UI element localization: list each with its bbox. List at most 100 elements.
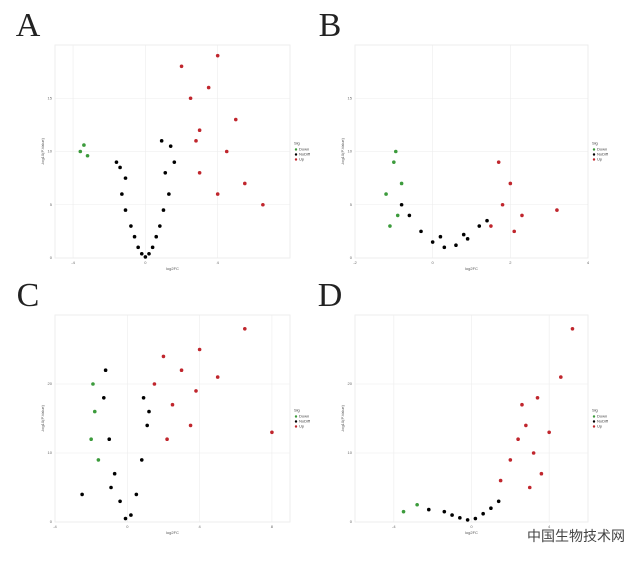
point	[512, 229, 517, 234]
point	[139, 458, 144, 462]
legend-label: Down	[597, 147, 607, 152]
x-axis-label: log2FC	[465, 266, 478, 271]
legend-swatch	[294, 148, 298, 151]
point	[438, 234, 443, 239]
legend-swatch	[294, 158, 298, 161]
legend-swatch	[592, 425, 596, 428]
point	[197, 128, 202, 132]
point	[188, 423, 193, 428]
x-tick-label: 0	[470, 524, 473, 529]
legend-swatch	[592, 153, 596, 156]
point	[102, 396, 106, 400]
point	[120, 192, 124, 196]
point	[401, 509, 406, 514]
point	[399, 181, 404, 186]
x-axis-label: log2FC	[166, 266, 179, 271]
x-tick-label: 0	[126, 524, 129, 529]
y-tick-label: 0	[350, 519, 353, 524]
point	[141, 396, 146, 400]
y-axis-label: -log10(P.Value)	[40, 404, 45, 432]
legend-label: NoDiff	[597, 152, 609, 157]
point	[170, 402, 175, 407]
point	[527, 485, 532, 490]
point	[261, 202, 265, 207]
point	[143, 255, 148, 259]
watermark: 中国生物技术网	[527, 529, 625, 545]
point	[161, 354, 166, 359]
point	[489, 224, 493, 228]
point	[498, 478, 503, 483]
point	[477, 224, 482, 228]
point	[168, 144, 173, 148]
point	[442, 245, 447, 250]
point	[388, 224, 392, 228]
point	[139, 251, 144, 256]
point	[384, 192, 388, 196]
point	[458, 516, 462, 520]
point	[82, 143, 86, 147]
point	[114, 160, 119, 164]
point	[516, 437, 520, 442]
y-tick-label: 10	[348, 450, 353, 455]
point	[215, 192, 220, 196]
point	[172, 160, 177, 164]
y-tick-label: 0	[50, 519, 53, 524]
point	[489, 506, 493, 511]
y-tick-label: 0	[350, 255, 353, 260]
point	[103, 368, 108, 373]
x-tick-label: 4	[198, 524, 201, 529]
legend-label: Up	[597, 157, 603, 162]
panel-letter: B	[319, 7, 342, 44]
y-tick-label: 15	[348, 95, 353, 100]
point	[188, 96, 193, 101]
point	[159, 139, 164, 143]
point	[407, 213, 412, 218]
y-tick-label: 0	[50, 255, 53, 260]
point	[500, 202, 505, 207]
point	[465, 237, 470, 241]
panel-letter: A	[16, 7, 41, 44]
point	[547, 430, 551, 435]
point	[450, 513, 454, 517]
point	[233, 117, 238, 122]
y-axis-label: -log10(P.Value)	[340, 137, 345, 165]
point	[392, 160, 396, 164]
point	[555, 208, 559, 212]
point	[109, 485, 113, 490]
point	[165, 437, 169, 442]
point	[485, 218, 489, 223]
point	[520, 213, 524, 218]
x-tick-label: 2	[509, 260, 512, 265]
point	[206, 85, 211, 90]
point	[179, 368, 184, 373]
point	[89, 437, 93, 442]
point	[197, 171, 202, 175]
x-axis-label: log2FC	[465, 530, 478, 535]
point	[243, 181, 247, 186]
legend-swatch	[294, 415, 298, 418]
point	[270, 430, 274, 435]
legend-label: NoDiff	[597, 419, 609, 424]
x-tick-label: -4	[53, 524, 57, 529]
x-tick-label: -2	[353, 260, 357, 265]
point	[215, 53, 220, 58]
legend-label: Down	[299, 147, 309, 152]
legend-label: Down	[597, 414, 607, 419]
point	[152, 382, 157, 386]
point	[461, 232, 466, 237]
point	[415, 502, 419, 507]
point	[430, 240, 435, 244]
y-tick-label: 10	[348, 149, 353, 154]
point	[393, 149, 398, 154]
point	[118, 165, 122, 170]
point	[96, 458, 101, 462]
point	[129, 513, 133, 517]
legend-label: NoDiff	[299, 152, 311, 157]
x-tick-label: -4	[71, 260, 75, 265]
legend-label: Up	[597, 424, 603, 429]
legend-swatch	[294, 425, 298, 428]
point	[465, 518, 470, 522]
point	[496, 499, 501, 504]
point	[524, 423, 528, 428]
